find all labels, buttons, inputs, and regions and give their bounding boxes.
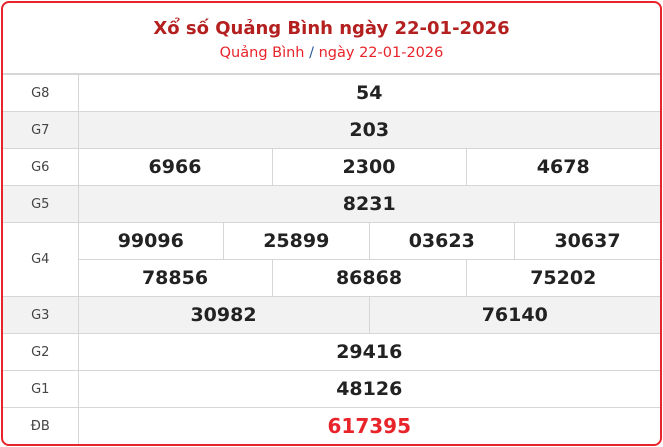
results-table: G8 54 G7 203 G6 6966 2300 4678 G5 8231 G4 99096… (3, 74, 660, 444)
prize-label: G2 (3, 333, 79, 371)
prize-label: G3 (3, 296, 79, 334)
prize-row-special: ĐB 617395 (3, 407, 660, 444)
prize-number: 6966 (77, 148, 273, 186)
prize-label: G1 (3, 370, 79, 408)
prize-number: 203 (77, 111, 660, 149)
prize-number: 03623 (368, 222, 515, 260)
prize-row-g7: G7 203 (3, 111, 660, 149)
prize-number: 48126 (77, 370, 660, 408)
breadcrumb-place[interactable]: Quảng Bình (219, 45, 305, 61)
breadcrumb-separator: / (309, 45, 314, 61)
prize-row-g4b: 78856 86868 75202 (3, 259, 660, 297)
prize-number: 75202 (465, 259, 660, 297)
breadcrumb: Quảng Bình / ngày 22-01-2026 (3, 45, 660, 61)
prize-label: G8 (3, 74, 79, 112)
prize-label: G7 (3, 111, 79, 149)
prize-number: 54 (77, 74, 660, 112)
prize-row-g8: G8 54 (3, 74, 660, 112)
special-prize-number: 617395 (77, 407, 660, 444)
prize-row-g4: G4 99096 25899 03623 30637 (3, 222, 660, 297)
prize-number: 8231 (77, 185, 660, 223)
prize-number: 86868 (271, 259, 467, 297)
prize-row-g5: G5 8231 (3, 185, 660, 223)
prize-number: 25899 (223, 222, 370, 260)
page-title: Xổ số Quảng Bình ngày 22-01-2026 (153, 18, 510, 39)
prize-number: 29416 (77, 333, 660, 371)
prize-number: 30637 (514, 222, 660, 260)
prize-row-g1: G1 48126 (3, 370, 660, 408)
prize-row-g3: G3 30982 76140 (3, 296, 660, 334)
prize-row-g2: G2 29416 (3, 333, 660, 371)
results-header: Xổ số Quảng Bình ngày 22-01-2026 Quảng B… (3, 3, 660, 74)
prize-number: 30982 (77, 296, 370, 334)
prize-number: 99096 (77, 222, 224, 260)
prize-number: 76140 (368, 296, 660, 334)
prize-label: G5 (3, 185, 79, 223)
prize-number: 4678 (465, 148, 660, 186)
prize-label: G4 (3, 222, 79, 297)
prize-number: 78856 (77, 259, 273, 297)
prize-label: G6 (3, 148, 79, 186)
breadcrumb-date: ngày 22-01-2026 (318, 45, 444, 61)
prize-label: ĐB (3, 407, 79, 444)
prize-row-g6: G6 6966 2300 4678 (3, 148, 660, 186)
prize-number: 2300 (271, 148, 467, 186)
